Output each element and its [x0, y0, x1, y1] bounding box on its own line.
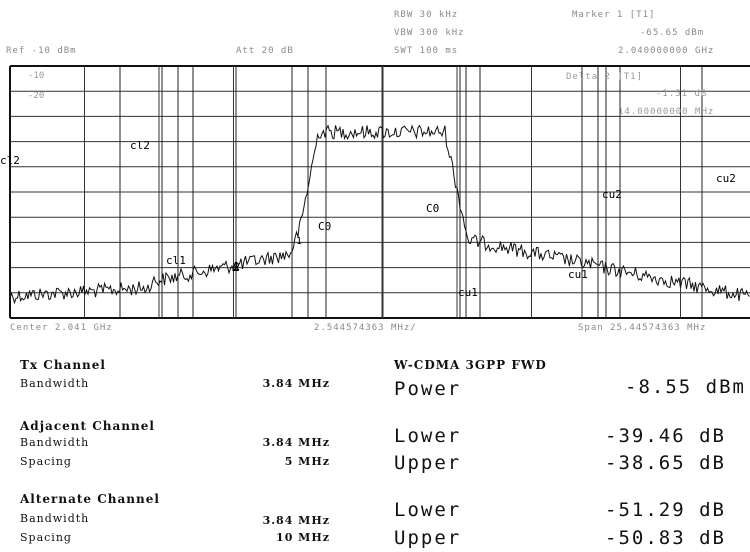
- alternate-spacing-label: Spacing: [20, 531, 72, 544]
- rbw-label: RBW 30 kHz: [394, 10, 459, 20]
- marker-1-label: 1: [296, 236, 302, 247]
- alternate-lower-label: Lower: [394, 499, 462, 521]
- label-cl2-left: cl2: [0, 154, 20, 167]
- channel-boundary-lines: [119, 66, 703, 318]
- grid-tick-second: -20: [28, 91, 44, 101]
- alternate-bandwidth-label: Bandwidth: [20, 512, 90, 525]
- label-c0-right: C0: [426, 202, 439, 215]
- alternate-upper-value: -50.83 dB: [605, 527, 726, 549]
- adjacent-channel-heading: Adjacent Channel: [20, 419, 155, 433]
- vbw-label: VBW 300 kHz: [394, 28, 465, 38]
- power-label: Power: [394, 378, 462, 400]
- delta-title: Delta 2 [T1]: [566, 72, 643, 82]
- label-cu2-right: cu2: [716, 172, 736, 185]
- alternate-spacing-value: 10 MHz: [276, 531, 330, 544]
- attenuation-label: Att 20 dB: [236, 46, 294, 56]
- adjacent-lower-value: -39.46 dB: [605, 425, 726, 447]
- delta-marker-icon: Δ: [232, 260, 240, 274]
- frequency-per-div: 2.544574363 MHz/: [314, 323, 417, 333]
- label-cl2-inner: cl2: [130, 139, 150, 152]
- standard-label: W-CDMA 3GPP FWD: [394, 358, 547, 372]
- adjacent-lower-label: Lower: [394, 425, 462, 447]
- sweep-time-label: SWT 100 ms: [394, 46, 459, 56]
- label-c0-left: C0: [318, 220, 331, 233]
- marker-2-label: 2: [234, 262, 240, 273]
- grid-tick-top: -10: [28, 71, 44, 81]
- center-frequency: Center 2.041 GHz: [10, 323, 113, 333]
- adjacent-spacing-value: 5 MHz: [284, 455, 330, 468]
- tx-bandwidth-value: 3.84 MHz: [262, 377, 330, 390]
- spectrum-trace: [9, 124, 750, 305]
- delta-level: -1.51 dB: [656, 89, 707, 99]
- label-cu1-lower: cu1: [458, 286, 478, 299]
- adjacent-bandwidth-label: Bandwidth: [20, 436, 90, 449]
- delta-freq: 14.00000000 MHz: [618, 107, 714, 117]
- power-value: -8.55 dBm: [625, 376, 746, 398]
- alternate-bandwidth-value: 3.84 MHz: [262, 514, 330, 527]
- marker-freq: 2.040000000 GHz: [618, 46, 715, 56]
- adjacent-spacing-label: Spacing: [20, 455, 72, 468]
- tx-channel-heading: Tx Channel: [20, 358, 106, 372]
- channel-labels: -10 -20 Delta 2 [T1] -1.51 dB 14.0000000…: [0, 71, 736, 299]
- label-cl1: cl1: [166, 254, 186, 267]
- adjacent-upper-label: Upper: [394, 452, 462, 474]
- label-cu1-upper: cu1: [568, 268, 588, 281]
- adjacent-upper-value: -38.65 dB: [605, 452, 726, 474]
- alternate-upper-label: Upper: [394, 527, 462, 549]
- alternate-channel-heading: Alternate Channel: [20, 492, 160, 506]
- marker-level: -65.65 dBm: [640, 28, 705, 38]
- adjacent-bandwidth-value: 3.84 MHz: [262, 436, 330, 449]
- marker-title: Marker 1 [T1]: [572, 10, 656, 20]
- span-label: Span 25.44574363 MHz: [578, 323, 707, 333]
- ref-level-label: Ref -10 dBm: [6, 46, 77, 56]
- label-cu2-inner: cu2: [602, 188, 622, 201]
- spectrum-display: -10 -20 Delta 2 [T1] -1.51 dB 14.0000000…: [0, 65, 750, 319]
- tx-bandwidth-label: Bandwidth: [20, 377, 90, 390]
- alternate-lower-value: -51.29 dB: [605, 499, 726, 521]
- graticule: [9, 65, 750, 319]
